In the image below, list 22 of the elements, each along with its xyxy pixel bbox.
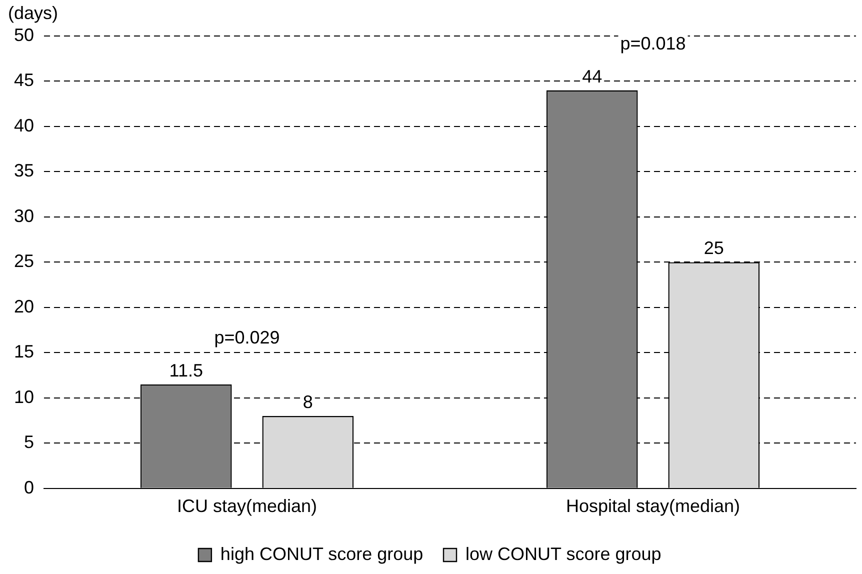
x-tick-label: Hospital stay(median) [566,496,740,516]
y-tick-label: 5 [24,432,34,452]
y-axis-title: (days) [8,2,58,23]
y-tick-label: 25 [14,251,34,272]
y-tick-label: 40 [14,115,34,136]
data-label: 44 [582,66,602,86]
data-label: 8 [302,392,313,412]
annotation: p=0.029 [214,327,280,348]
y-tick-label: 20 [14,296,34,316]
data-label: 25 [704,238,724,258]
legend-label: low CONUT score group [466,544,662,564]
annotation: p=0.018 [620,33,686,54]
data-label: 11.5 [169,360,203,380]
y-tick-label: 45 [14,70,34,90]
x-tick-label: ICU stay(median) [176,496,318,516]
y-tick-label: 50 [14,24,34,45]
y-tick-label: 30 [14,206,34,226]
y-tick-label: 0 [24,477,34,498]
y-tick-label: 10 [14,386,34,407]
legend-label: high CONUT score group [220,544,424,564]
y-tick-label: 35 [14,160,34,181]
y-tick-label: 15 [14,342,34,362]
